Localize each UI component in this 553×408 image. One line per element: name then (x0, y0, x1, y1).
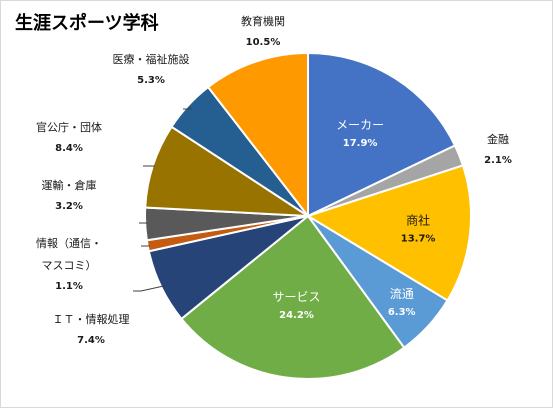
pie-slice-10 (206, 51, 309, 219)
slice-value-5: 7.4% (77, 335, 105, 346)
slice-value-8: 8.4% (55, 143, 83, 154)
slice-value-2: 13.7% (401, 234, 436, 245)
slice-label-6-line-0: 情報（通信・ (36, 237, 102, 250)
slice-label-3: 流通 (390, 287, 414, 301)
slice-label-1: 金融 (487, 132, 509, 146)
slice-label-6-line-1: マスコミ） (42, 259, 97, 272)
slice-label-2: 商社 (406, 213, 430, 228)
slice-value-7: 3.2% (55, 201, 83, 212)
slice-label-9: 医療・福祉施設 (113, 52, 190, 66)
pie-slice-2 (305, 164, 472, 302)
slice-label-0: メーカー (336, 118, 384, 132)
slice-value-9: 5.3% (137, 75, 165, 86)
leader-line-5 (133, 285, 164, 292)
pie-slice-4 (180, 214, 406, 381)
slice-value-10: 10.5% (246, 37, 281, 48)
slice-label-8: 官公庁・団体 (36, 120, 102, 134)
slice-value-1: 2.1% (484, 155, 512, 166)
slice-value-3: 6.3% (388, 307, 416, 318)
slice-label-4: サービス (272, 290, 320, 304)
pie-slice-8 (144, 125, 312, 218)
leader-line-9 (183, 106, 192, 110)
slice-value-4: 24.2% (279, 310, 314, 321)
slice-label-5: ＩＴ・情報処理 (53, 313, 130, 326)
slice-value-6: 1.1% (55, 281, 83, 292)
pie-slice-0 (307, 51, 457, 218)
leader-line-7 (139, 222, 148, 224)
slice-label-10: 教育機関 (241, 14, 285, 28)
leader-line-6 (141, 245, 151, 247)
slice-value-0: 17.9% (343, 138, 378, 149)
slice-label-7: 運輸・倉庫 (42, 178, 97, 192)
chart-title: 生涯スポーツ学科 (15, 13, 159, 34)
